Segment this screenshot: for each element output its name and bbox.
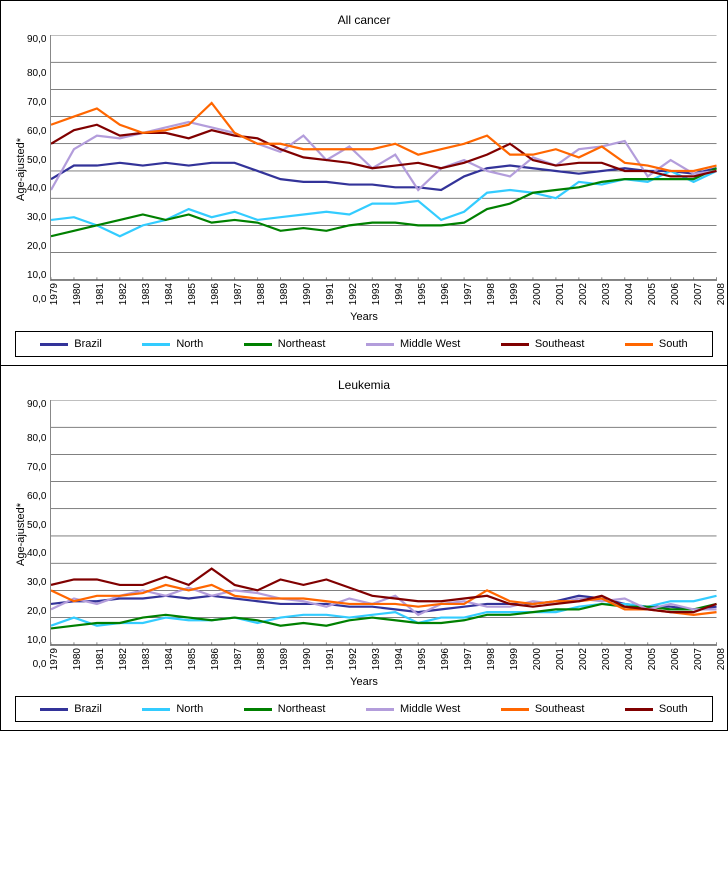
legend-item-north: North	[142, 703, 203, 715]
legend-swatch	[366, 708, 394, 711]
chart-title: All cancer	[11, 13, 717, 27]
y-axis-ticks: 90,0 80,0 70,0 60,0 50,0 40,0 30,0 20,0 10,0 0,0	[27, 35, 50, 305]
line-chart-svg	[51, 35, 717, 280]
x-axis-ticks: 1979198019811982198319841985198619871988…	[50, 646, 717, 670]
legend-swatch	[625, 343, 653, 346]
plot-area: Age-ajusted* 90,0 80,0 70,0 60,0 50,0 40,0 30,…	[11, 400, 717, 670]
y-axis-ticks: 90,0 80,0 70,0 60,0 50,0 40,0 30,0 20,0 10,0 0,0	[27, 400, 50, 670]
legend-swatch	[244, 343, 272, 346]
y-tick-label: 40,0	[27, 184, 46, 194]
y-tick-label: 10,0	[27, 636, 46, 646]
legend-item-northeast: Northeast	[244, 338, 326, 350]
legend-item-south: South	[625, 338, 688, 350]
y-tick-label: 60,0	[27, 127, 46, 137]
series-line-northeast	[51, 168, 717, 236]
chart-panel-leukemia: Leukemia Age-ajusted* 90,0 80,0 70,0 60,0 50…	[0, 366, 728, 731]
legend-swatch	[244, 708, 272, 711]
legend-label: Brazil	[74, 338, 102, 350]
x-axis-ticks: 1979198019811982198319841985198619871988…	[50, 281, 717, 305]
x-axis-label: Years	[11, 311, 717, 323]
legend-label: Brazil	[74, 703, 102, 715]
y-tick-label: 80,0	[27, 69, 46, 79]
legend-swatch	[40, 343, 68, 346]
figure-container: All cancer Age-ajusted* 90,0 80,0 70,0 60,0…	[0, 0, 728, 731]
y-tick-label: 90,0	[27, 35, 46, 45]
y-axis-label: Age-ajusted*	[11, 35, 27, 305]
legend-label: South	[659, 703, 688, 715]
plot-region	[50, 400, 717, 646]
y-tick-label: 30,0	[27, 213, 46, 223]
y-tick-label: 20,0	[27, 607, 46, 617]
y-axis-label: Age-ajusted*	[11, 400, 27, 670]
y-tick-label: 0,0	[33, 660, 47, 670]
y-tick-label: 20,0	[27, 242, 46, 252]
line-chart-svg	[51, 400, 717, 645]
legend-swatch	[40, 708, 68, 711]
chart-title: Leukemia	[11, 378, 717, 392]
plot-region	[50, 35, 717, 281]
legend-item-southeast: Southeast	[501, 338, 585, 350]
legend-item-northeast: Northeast	[244, 703, 326, 715]
legend-label: Middle West	[400, 703, 460, 715]
y-tick-label: 70,0	[27, 463, 46, 473]
x-axis-label: Years	[11, 676, 717, 688]
legend-item-middle_west: Middle West	[366, 338, 460, 350]
legend: Brazil North Northeast Middle West Southeast…	[15, 331, 713, 357]
legend-label: Southeast	[535, 703, 585, 715]
y-tick-label: 60,0	[27, 492, 46, 502]
legend-item-southeast: Southeast	[501, 703, 585, 715]
legend-item-brazil: Brazil	[40, 703, 102, 715]
legend-swatch	[142, 708, 170, 711]
legend-item-middle_west: Middle West	[366, 703, 460, 715]
legend-item-south: South	[625, 703, 688, 715]
legend-item-brazil: Brazil	[40, 338, 102, 350]
legend-swatch	[625, 708, 653, 711]
legend-label: Northeast	[278, 703, 326, 715]
y-tick-label: 40,0	[27, 549, 46, 559]
legend-swatch	[501, 708, 529, 711]
legend-label: Middle West	[400, 338, 460, 350]
y-tick-label: 90,0	[27, 400, 46, 410]
legend-label: North	[176, 338, 203, 350]
legend-label: Southeast	[535, 338, 585, 350]
y-tick-label: 30,0	[27, 578, 46, 588]
y-tick-label: 70,0	[27, 98, 46, 108]
legend-item-north: North	[142, 338, 203, 350]
legend-swatch	[142, 343, 170, 346]
y-tick-label: 50,0	[27, 156, 46, 166]
chart-panel-all-cancer: All cancer Age-ajusted* 90,0 80,0 70,0 60,0…	[0, 0, 728, 366]
y-tick-label: 80,0	[27, 434, 46, 444]
legend-label: South	[659, 338, 688, 350]
legend-label: North	[176, 703, 203, 715]
legend-label: Northeast	[278, 338, 326, 350]
y-tick-label: 0,0	[33, 295, 47, 305]
y-tick-label: 50,0	[27, 521, 46, 531]
plot-area: Age-ajusted* 90,0 80,0 70,0 60,0 50,0 40,0 30,…	[11, 35, 717, 305]
legend: Brazil North Northeast Middle West Southeast…	[15, 696, 713, 722]
y-tick-label: 10,0	[27, 271, 46, 281]
legend-swatch	[366, 343, 394, 346]
legend-swatch	[501, 343, 529, 346]
